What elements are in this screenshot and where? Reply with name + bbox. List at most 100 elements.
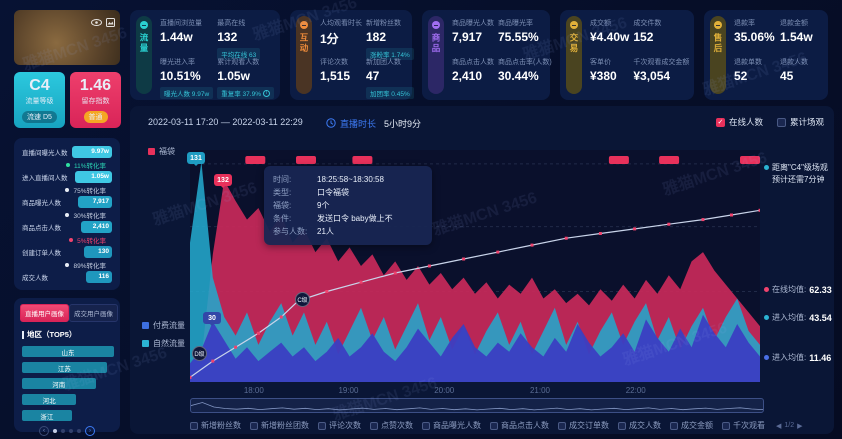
clock-icon [326, 117, 336, 130]
stat-value: 52 [734, 69, 748, 83]
stat-value: 2,410 [452, 69, 483, 83]
stat-group-tab[interactable]: 商品 [428, 16, 444, 94]
funnel-step-bar[interactable]: 1.05w [75, 170, 112, 183]
funnel-step-bar[interactable]: 9.97w [72, 145, 112, 158]
funnel-step-bar[interactable]: 2,410 [81, 220, 112, 233]
stat-group-tab[interactable]: 流量 [136, 16, 152, 94]
funnel-step-bar[interactable]: 116 [86, 270, 112, 283]
tooltip-row: 条件: 发送口令 baby做上不 [273, 212, 423, 225]
trend-plot-area[interactable] [190, 150, 760, 382]
funnel-step-bar[interactable]: 130 [84, 245, 112, 258]
group-dot-icon [300, 21, 308, 29]
eye-icon[interactable] [91, 14, 102, 32]
info-icon[interactable]: i [263, 89, 270, 97]
checkbox-unchecked-icon[interactable] [370, 421, 378, 430]
stat-item: 累计观看人数 1.05w 重复率 37.9% i [217, 57, 274, 99]
stat-value: ¥4.40w [590, 30, 630, 44]
legend-paid-traffic[interactable]: 付费流量 [142, 320, 185, 331]
page-dot[interactable] [77, 429, 81, 433]
stat-group-tab[interactable]: 交易 [566, 16, 582, 94]
legend-luckybag: 福袋 [148, 146, 175, 157]
page-dot[interactable] [61, 429, 65, 433]
tab-live-user-portrait[interactable]: 直播用户画像 [20, 304, 69, 322]
stat-badge: 曝光人数 9.97w [160, 87, 214, 99]
metric-label: 成交金额 [681, 421, 713, 430]
checkbox-checked-icon[interactable]: ✓ [715, 117, 725, 127]
conversion-dot-icon [69, 237, 74, 242]
metric-toggle-新增粉丝团数[interactable]: 新增粉丝团数 [250, 420, 309, 431]
checkbox-unchecked-icon[interactable] [490, 421, 498, 430]
checkbox-unchecked-icon[interactable] [190, 421, 198, 430]
stat-group-互动: 互动 人均观看时长 1分 新增粉丝数 182 涨粉率 1.74% 评论次数 1,515 新加团人… [290, 10, 414, 100]
tab-deal-user-portrait[interactable]: 成交用户画像 [69, 304, 118, 322]
conversion-dot-icon [65, 162, 70, 167]
tooltip-row: 福袋: 9个 [273, 199, 423, 212]
live-video-thumbnail[interactable] [14, 10, 120, 65]
stat-group-tab[interactable]: 互动 [296, 16, 312, 94]
checkbox-unchecked-icon[interactable] [318, 421, 326, 430]
region-bar[interactable]: 山东 [22, 346, 114, 357]
grade-d-marker[interactable]: D级 [192, 346, 207, 361]
checkbox-unchecked-icon[interactable] [670, 421, 678, 430]
prev-page-icon[interactable]: ‹ [39, 426, 49, 436]
region-bar[interactable]: 河南 [22, 378, 96, 389]
checkbox-unchecked-icon[interactable] [558, 421, 566, 430]
stat-items: 商品曝光人数 7,917 商品曝光率 75.55% 商品点击人数 2,410 商品点击率(人… [444, 16, 552, 94]
funnel-step-label: 进入直播间人数 [22, 174, 68, 182]
conversion-rate: 89%转化率 [73, 262, 106, 270]
stat-value: ¥3,054 [633, 69, 671, 83]
forecast-dot-icon [764, 165, 769, 170]
grade-forecast: 距离"C4"级场观 预计还需7分钟 [764, 162, 832, 186]
checkbox-unchecked-icon[interactable] [776, 117, 786, 127]
metric-toggle-成交人数[interactable]: 成交人数 [618, 420, 661, 431]
stat-item: 退款人数 45 [780, 57, 822, 96]
checkbox-unchecked-icon[interactable] [618, 421, 626, 430]
legend-natural-traffic[interactable]: 自然流量 [142, 338, 185, 349]
funnel-step-bar[interactable]: 7,917 [78, 195, 112, 208]
checkbox-unchecked-icon[interactable] [250, 421, 258, 430]
metric-toggle-新增粉丝数[interactable]: 新增粉丝数 [190, 420, 241, 431]
pager-next-icon[interactable]: ▶ [797, 422, 803, 430]
checkbox-unchecked-icon[interactable] [422, 421, 430, 430]
metric-toggle-成交订单数[interactable]: 成交订单数 [558, 420, 609, 431]
region-bar[interactable]: 浙江 [22, 410, 72, 421]
metric-toggle-千次观看[interactable]: 千次观看 [722, 420, 765, 431]
peak-online-marker[interactable]: 132 [214, 174, 232, 188]
metric-toggle-成交金额[interactable]: 成交金额 [670, 420, 713, 431]
checkbox-unchecked-icon[interactable] [722, 421, 730, 430]
metric-toggle-商品曝光人数[interactable]: 商品曝光人数 [422, 420, 481, 431]
toggle-online-count[interactable]: ✓ 在线人数 [715, 117, 763, 127]
page-dot[interactable] [69, 429, 73, 433]
stat-group-name: 互动 [299, 33, 309, 54]
toggle-cumulative-views[interactable]: 累计场观 [776, 116, 824, 128]
page-dot[interactable] [53, 429, 57, 433]
average-value: 11.46 [809, 352, 832, 363]
next-page-icon[interactable]: › [85, 426, 95, 436]
average-dot-icon [764, 355, 769, 360]
pager-prev-icon[interactable]: ◀ [776, 422, 782, 430]
grade-c-marker[interactable]: C级 [295, 292, 310, 307]
stat-value: 132 [217, 30, 238, 44]
timeline-navigator[interactable] [190, 398, 764, 413]
metric-toggle-商品点击人数[interactable]: 商品点击人数 [490, 420, 549, 431]
stat-item: 退款率 35.06% [734, 18, 776, 57]
stat-item: 成交额 ¥4.40w [590, 18, 629, 57]
peak-paid-marker[interactable]: 30 [203, 312, 221, 326]
average-label: 在线均值: [772, 285, 807, 294]
metric-toggle-点赞次数[interactable]: 点赞次数 [370, 420, 413, 431]
stat-label: 商品曝光率 [498, 20, 533, 27]
region-bar[interactable]: 河北 [22, 394, 77, 405]
average-value: 62.33 [809, 284, 832, 295]
average-stat: 进入均值: 11.46 [764, 352, 831, 363]
pager-count: 1/2 [784, 422, 795, 429]
stat-item: 成交件数 152 [633, 18, 689, 57]
funnel-step-label: 成交人数 [22, 274, 48, 282]
stat-label: 千次观看成交金额 [633, 59, 690, 66]
stat-group-tab[interactable]: 售后 [710, 16, 726, 94]
stat-group-交易: 交易 成交额 ¥4.40w 成交件数 152 客单价 ¥380 千次观看成交金额 ¥3,054 [560, 10, 694, 100]
region-bar[interactable]: 江苏 [22, 362, 107, 373]
peak-natural-marker[interactable]: 131 [187, 152, 205, 166]
gallery-icon[interactable] [106, 14, 115, 32]
metric-toggle-评论次数[interactable]: 评论次数 [318, 420, 361, 431]
